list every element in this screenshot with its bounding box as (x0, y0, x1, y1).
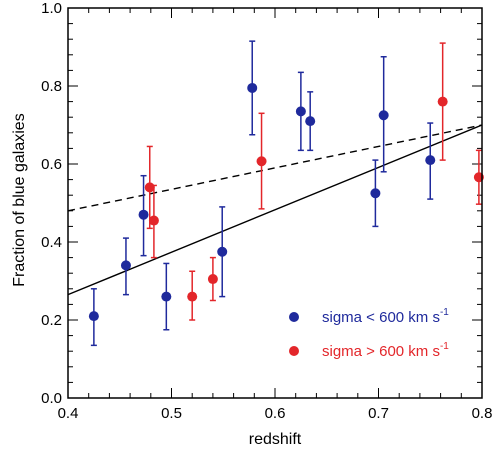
legend-marker (289, 346, 299, 356)
blue-data-point (425, 155, 436, 166)
red-data-point (144, 182, 155, 193)
blue-data-point (217, 246, 228, 257)
legend-label: sigma < 600 km s-1 (322, 307, 449, 326)
x-tick-label: 0.5 (161, 405, 182, 422)
y-tick-label: 0.8 (41, 78, 62, 95)
red-data-point (148, 215, 159, 226)
y-tick-label: 0.2 (41, 312, 62, 329)
y-tick-label: 1.0 (41, 0, 62, 17)
y-axis-label: Fraction of blue galaxies (11, 113, 28, 286)
blue-data-point (295, 106, 306, 117)
x-tick-label: 0.6 (265, 405, 286, 422)
blue-data-point (370, 188, 381, 199)
legend: sigma < 600 km s-1 sigma > 600 km s-1 (289, 307, 449, 360)
blue-data-point (120, 260, 131, 271)
dashed-fit-line (67, 124, 483, 212)
plot-frame (67, 7, 483, 399)
axis-ticks (67, 7, 483, 399)
y-tick-label: 0.4 (41, 234, 62, 251)
y-tick-label: 0.6 (41, 156, 62, 173)
red-data-point (207, 274, 218, 285)
data-points (88, 82, 484, 322)
error-bars (90, 40, 482, 347)
y-tick-label: 0.0 (41, 390, 62, 407)
x-tick-label: 0.7 (368, 405, 389, 422)
legend-marker (289, 312, 299, 322)
tick-labels: 0.4 0.5 0.6 0.7 0.8 0.0 0.2 0.4 0.6 0.8 1.0 (41, 0, 492, 422)
blue-data-point (161, 291, 172, 302)
blue-data-point (138, 209, 149, 220)
x-axis-label: redshift (249, 431, 302, 448)
x-tick-label: 0.4 (58, 405, 79, 422)
blue-data-point (88, 311, 99, 322)
red-data-point (187, 291, 198, 302)
fit-lines (67, 124, 483, 296)
red-data-point (256, 156, 267, 167)
blue-data-point (305, 116, 316, 127)
blue-data-point (247, 82, 258, 93)
blue-data-point (378, 110, 389, 121)
solid-fit-line (67, 124, 483, 296)
legend-label: sigma > 600 km s-1 (322, 341, 449, 360)
red-data-point (437, 96, 448, 107)
x-tick-label: 0.8 (472, 405, 493, 422)
